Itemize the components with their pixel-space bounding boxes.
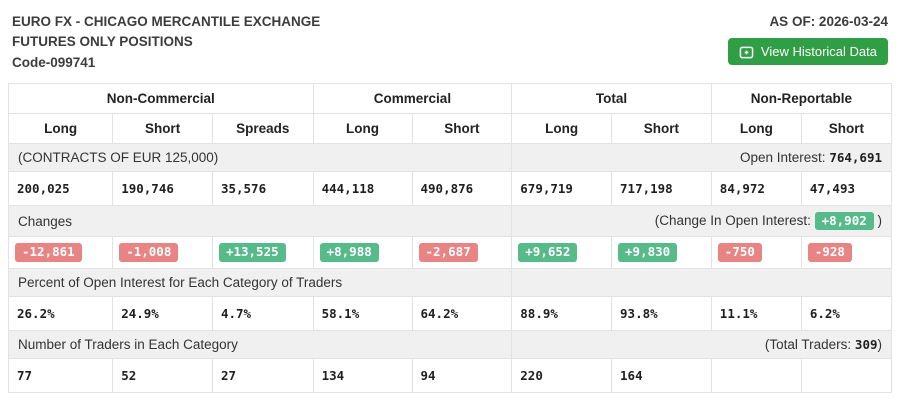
percent-value: 11.1% [710, 295, 802, 331]
traders-count: 164 [611, 357, 712, 393]
position-value: 35,576 [211, 170, 314, 206]
change-value: +13,525 [211, 236, 314, 269]
column-header-row: Long Short Spreads Long Short Long Short Long Sh… [7, 112, 893, 144]
change-value: +8,988 [312, 236, 413, 269]
position-value: 200,025 [7, 170, 114, 206]
traders-count: 220 [511, 357, 613, 393]
negative-change-badge: -2,687 [418, 243, 478, 262]
traders-count [800, 357, 893, 393]
column-header: Short [112, 112, 213, 144]
as-of-date: AS OF: 2026-03-24 [769, 14, 888, 29]
group-header: Total [511, 82, 712, 114]
header-right: AS OF: 2026-03-24 View Historical Data [727, 12, 888, 65]
contracts-note: (CONTRACTS OF EUR 125,000) [7, 142, 513, 172]
report-subtitle: FUTURES ONLY POSITIONS [12, 34, 193, 50]
percent-band-row: Percent of Open Interest for Each Catego… [7, 267, 892, 297]
traders-row: 77 52 27 134 94 220 164 [7, 357, 893, 393]
position-value: 190,746 [112, 170, 213, 206]
position-value: 679,719 [511, 170, 613, 206]
total-traders-prefix: (Total Traders: [764, 336, 855, 352]
change-oi-prefix: (Change In Open Interest: [654, 212, 815, 228]
negative-change-badge: -1,008 [119, 243, 179, 262]
traders-count: 27 [211, 357, 314, 393]
column-header: Short [611, 112, 712, 144]
negative-change-badge: -750 [717, 243, 762, 262]
column-header: Spreads [211, 112, 314, 144]
total-traders-cell: (Total Traders: 309) [511, 329, 892, 359]
percent-label: Percent of Open Interest for Each Catego… [7, 267, 513, 297]
view-historical-data-button[interactable]: View Historical Data [727, 38, 888, 65]
change-value: +9,652 [511, 236, 613, 269]
changes-label: Changes [7, 204, 513, 238]
column-header: Long [511, 112, 613, 144]
positive-change-badge: +9,830 [618, 243, 678, 262]
column-header: Long [312, 112, 413, 144]
change-value: -12,861 [7, 236, 114, 269]
negative-change-badge: -928 [807, 243, 852, 262]
change-value: -2,687 [411, 236, 513, 269]
percent-value: 24.9% [112, 295, 213, 331]
positive-change-badge: +13,525 [218, 243, 286, 262]
page-header: EURO FX - CHICAGO MERCANTILE EXCHANGE FU… [8, 8, 892, 83]
position-value: 490,876 [411, 170, 513, 206]
percent-band-empty [511, 267, 892, 297]
position-value: 84,972 [710, 170, 802, 206]
calendar-plus-icon [739, 45, 754, 59]
percent-value: 93.8% [611, 295, 712, 331]
group-header: Commercial [312, 82, 513, 114]
traders-count [710, 357, 802, 393]
percent-value: 64.2% [411, 295, 513, 331]
percent-value: 88.9% [511, 295, 613, 331]
change-value: +9,830 [611, 236, 712, 269]
traders-band-row: Number of Traders in Each Category (Tota… [7, 329, 892, 359]
cot-positions-table: Non-Commercial Commercial Total Non-Reporta… [7, 82, 893, 393]
column-header: Long [7, 112, 114, 144]
report-title: EURO FX - CHICAGO MERCANTILE EXCHANGE [12, 14, 321, 29]
change-value: -1,008 [112, 236, 213, 269]
positions-row: 200,025 190,746 35,576 444,118 490,876 679,71… [7, 170, 893, 206]
open-interest-value: 764,691 [829, 149, 882, 165]
traders-count: 94 [411, 357, 513, 393]
traders-label: Number of Traders in Each Category [7, 329, 513, 359]
change-value: -750 [710, 236, 802, 269]
change-oi-suffix: ) [873, 212, 883, 228]
total-traders-value: 309 [854, 336, 878, 352]
group-header-row: Non-Commercial Commercial Total Non-Reporta… [8, 82, 893, 114]
traders-count: 77 [7, 357, 114, 393]
report-title-block: EURO FX - CHICAGO MERCANTILE EXCHANGE FU… [12, 12, 320, 73]
position-value: 717,198 [611, 170, 712, 206]
percent-value: 6.2% [800, 295, 893, 331]
percents-row: 26.2% 24.9% 4.7% 58.1% 64.2% 88.9% 93.8% 11.1% 6… [7, 295, 893, 331]
traders-count: 52 [112, 357, 213, 393]
total-traders-suffix: ) [877, 336, 883, 352]
column-header: Long [710, 112, 802, 144]
group-header: Non-Reportable [710, 82, 893, 114]
group-header: Non-Commercial [8, 82, 314, 114]
view-historical-data-label: View Historical Data [760, 44, 877, 59]
contracts-band-row: (CONTRACTS OF EUR 125,000) Open Interest… [7, 142, 892, 172]
percent-value: 58.1% [312, 295, 413, 331]
change-open-interest-cell: (Change In Open Interest: +8,902 ) [511, 204, 892, 238]
positive-change-badge: +8,988 [319, 243, 379, 262]
percent-value: 26.2% [7, 295, 114, 331]
percent-value: 4.7% [211, 295, 314, 331]
traders-count: 134 [312, 357, 413, 393]
position-value: 47,493 [800, 170, 893, 206]
changes-band-row: Changes (Change In Open Interest: +8,902… [7, 204, 892, 238]
open-interest-label: Open Interest: [740, 149, 830, 165]
column-header: Short [800, 112, 893, 144]
change-oi-badge: +8,902 [814, 211, 874, 231]
position-value: 444,118 [312, 170, 413, 206]
positive-change-badge: +9,652 [518, 243, 578, 262]
changes-row: -12,861 -1,008 +13,525 +8,988 -2,687 +9,652 +9… [7, 236, 893, 269]
negative-change-badge: -12,861 [15, 243, 82, 262]
open-interest-cell: Open Interest: 764,691 [511, 142, 892, 172]
change-value: -928 [800, 236, 893, 269]
column-header: Short [411, 112, 513, 144]
report-code: Code-099741 [12, 54, 96, 70]
